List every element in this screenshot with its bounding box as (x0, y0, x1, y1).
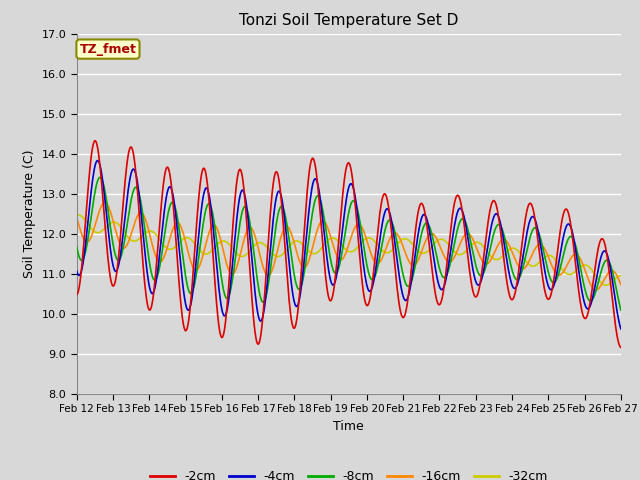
X-axis label: Time: Time (333, 420, 364, 432)
Y-axis label: Soil Temperature (C): Soil Temperature (C) (23, 149, 36, 278)
Title: Tonzi Soil Temperature Set D: Tonzi Soil Temperature Set D (239, 13, 458, 28)
Text: TZ_fmet: TZ_fmet (79, 43, 136, 56)
Legend: -2cm, -4cm, -8cm, -16cm, -32cm: -2cm, -4cm, -8cm, -16cm, -32cm (145, 465, 553, 480)
